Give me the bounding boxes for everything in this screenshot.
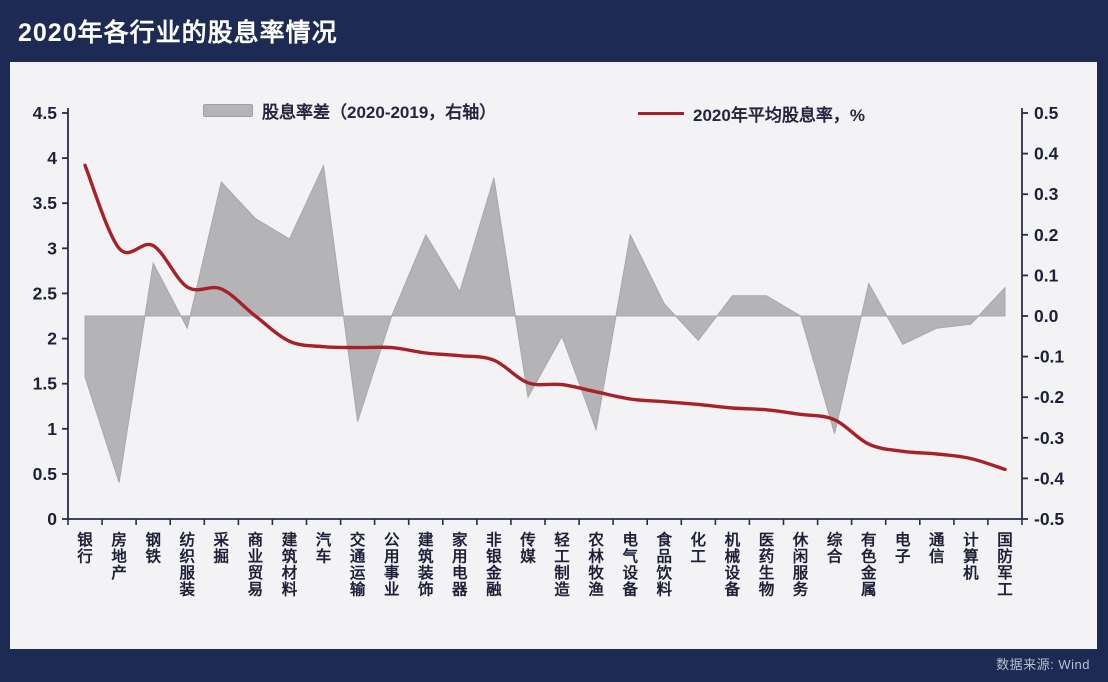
x-axis-label: 通信 [929,531,945,566]
x-axis-label: 化工 [691,530,707,566]
svg-text:-0.4: -0.4 [1034,468,1064,488]
svg-text:2.5: 2.5 [33,283,58,303]
legend-item-area: 股息率差（2020-2019，右轴） [203,98,496,123]
svg-text:0.3: 0.3 [1034,184,1059,204]
x-axis-label: 交通运输 [350,530,366,599]
x-axis-label: 有色金属 [860,530,877,599]
chart-panel: 0 0.5 1 1.5 2 2.5 3 3.5 4 4.5 -0.5 -0.4 -0.3 -0.2 -0.1… [10,62,1097,649]
svg-text:4: 4 [47,148,57,168]
x-axis-label: 建筑材料 [282,531,298,599]
x-axis-label: 机械设备 [724,530,741,599]
area-series [84,164,1006,483]
x-axis-label: 国防军工 [997,531,1013,599]
x-axis-label: 房地产 [111,530,127,582]
x-axis-label: 汽车 [316,530,332,566]
svg-text:2: 2 [47,329,57,349]
svg-text:-0.1: -0.1 [1034,347,1064,367]
line-series [83,163,1007,472]
area-legend-swatch-icon [203,104,253,117]
svg-text:0.4: 0.4 [1034,144,1059,164]
svg-text:0.1: 0.1 [1034,265,1059,285]
x-axis-label: 计算机 [963,530,979,582]
svg-text:3: 3 [47,238,57,258]
x-axis-label: 食品饮料 [656,530,673,599]
x-axis-label: 传媒 [519,530,536,566]
svg-text:0.0: 0.0 [1034,306,1059,326]
svg-text:-0.2: -0.2 [1034,387,1064,407]
svg-text:3.5: 3.5 [33,193,58,213]
x-axis-label: 农林牧渔 [587,530,604,599]
svg-text:1.5: 1.5 [33,374,58,394]
x-axis-label: 建筑装饰 [417,531,434,599]
x-axis-label: 非银金融 [485,530,502,599]
x-axis-label: 家用电器 [451,530,468,599]
svg-text:0.5: 0.5 [1034,103,1059,123]
chart-svg: 0 0.5 1 1.5 2 2.5 3 3.5 4 4.5 -0.5 -0.4 -0.3 -0.2 -0.1… [33,103,1065,599]
legend-line-label: 2020年平均股息率，% [693,106,865,125]
x-axis-label: 公用事业 [384,531,400,599]
x-axis-label: 采掘 [213,531,230,566]
svg-text:0: 0 [47,509,57,529]
x-axis-label: 休闲服务 [792,530,809,599]
line-legend-swatch-icon [638,112,684,115]
x-axis-label: 纺织服装 [179,530,196,599]
svg-text:1: 1 [47,419,57,439]
x-axis-label: 电气设备 [621,530,638,599]
x-axis-label: 银行 [76,530,93,566]
x-axis-label: 钢铁 [145,530,161,566]
legend-area-label: 股息率差（2020-2019，右轴） [262,103,497,122]
svg-text:-0.3: -0.3 [1034,428,1064,448]
svg-text:0.5: 0.5 [33,464,58,484]
svg-text:4.5: 4.5 [33,103,58,123]
page-title: 2020年各行业的股息率情况 [18,19,338,47]
x-axis-label: 电子 [895,530,911,566]
svg-text:0.2: 0.2 [1034,225,1059,245]
x-axis-label: 综合 [827,530,843,566]
x-axis-label: 轻工制造 [554,530,570,599]
legend-item-line: 2020年平均股息率，% [638,101,865,126]
x-axis-label: 商业贸易 [248,530,264,599]
data-source-note: 数据来源: Wind [996,657,1090,672]
svg-text:-0.5: -0.5 [1034,509,1064,529]
x-axis-label: 医药生物 [759,531,775,599]
